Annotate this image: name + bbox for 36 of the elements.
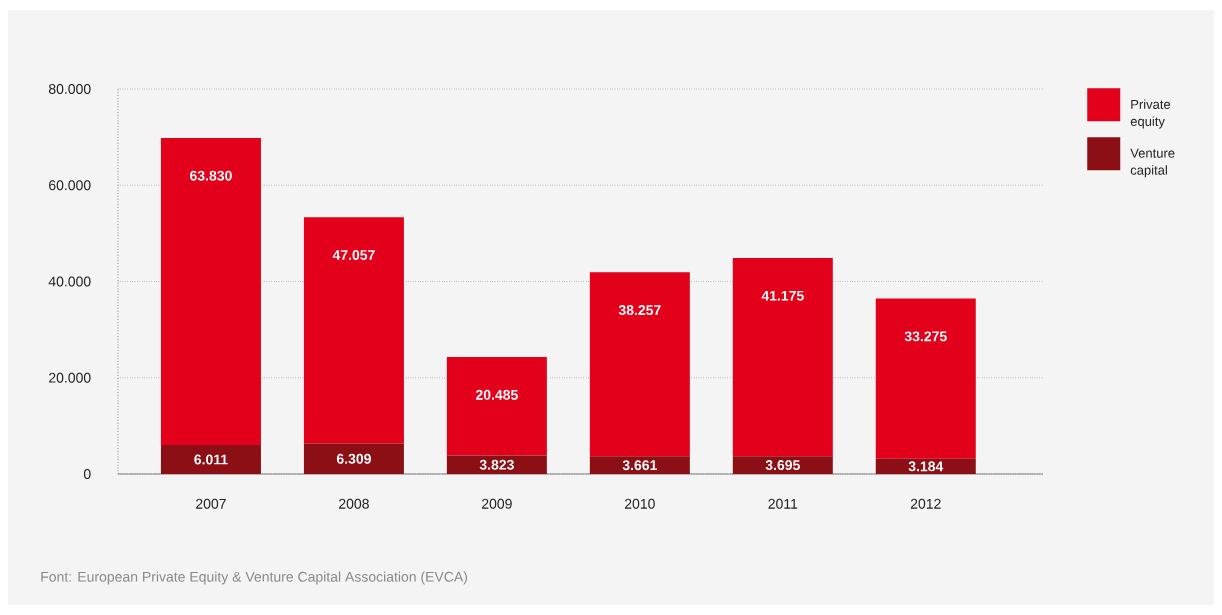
bar — [160, 445, 261, 474]
y-tick-label: 20.000 — [49, 372, 91, 383]
bar — [160, 137, 261, 446]
bar — [732, 456, 833, 474]
text: Venture capital — [1130, 148, 1175, 178]
data-label: 3.184 — [908, 461, 944, 472]
bar — [875, 298, 976, 459]
y-tick-label: 60.000 — [49, 180, 91, 191]
x-tick-label: 2007 — [196, 498, 226, 509]
x-tick-label: 2008 — [339, 498, 369, 509]
text: Private equity — [1130, 99, 1171, 129]
bar — [303, 217, 404, 444]
y-tick-label: 80.000 — [48, 84, 91, 94]
data-label: 47.057 — [332, 250, 375, 260]
bar — [446, 357, 547, 456]
x-tick-label: 2009 — [482, 498, 512, 509]
data-label: 6.011 — [194, 454, 228, 465]
data-label: 38.257 — [618, 305, 661, 316]
bar — [732, 258, 833, 457]
x-tick-label: 2011 — [768, 498, 798, 509]
x-tick-label: 2012 — [910, 498, 941, 509]
y-tick-label: 0 — [83, 469, 91, 479]
data-label: 41.175 — [761, 290, 804, 301]
text: Font: European Private Equity & Venture Capital Association (EVCA) — [41, 571, 468, 585]
bar — [303, 443, 404, 474]
data-label: 3.695 — [765, 460, 800, 471]
data-label: 6.309 — [336, 453, 371, 464]
bar — [589, 456, 690, 474]
y-tick-label: 40.000 — [48, 276, 91, 287]
data-label: 63.830 — [190, 170, 232, 181]
data-label: 3.661 — [622, 460, 657, 471]
data-label: 33.275 — [904, 331, 947, 342]
bar — [589, 272, 690, 457]
x-tick-label: 2010 — [624, 498, 655, 509]
data-label: 20.485 — [475, 389, 518, 400]
data-label: 3.823 — [479, 459, 514, 470]
